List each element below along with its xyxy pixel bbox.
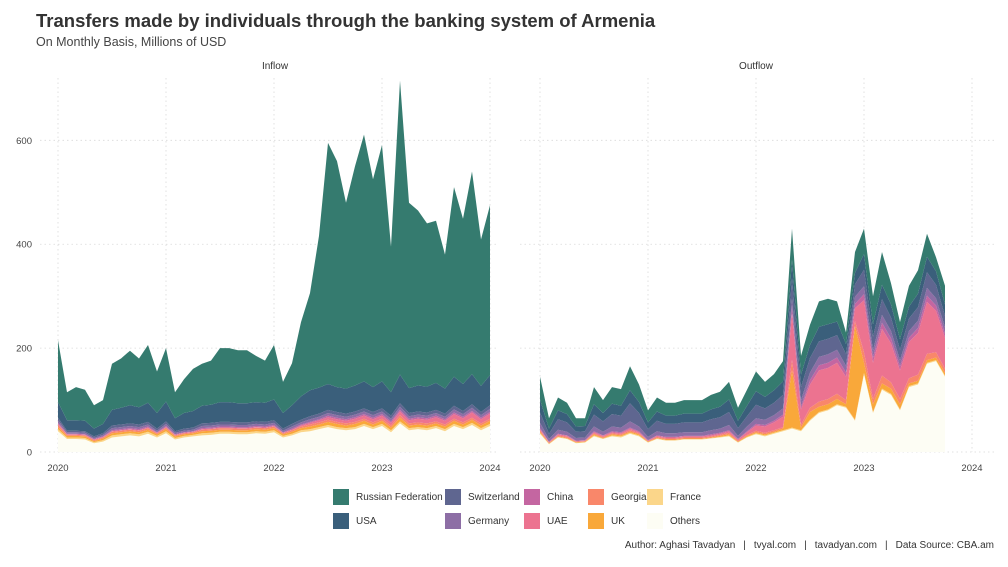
legend-item-france: France	[647, 489, 701, 505]
x-tick-label: 2020	[47, 463, 68, 474]
legend-label: Germany	[468, 515, 510, 527]
legend-label: Switzerland	[468, 491, 520, 503]
area-russian-federation-inflow	[58, 80, 490, 429]
legend-swatch	[588, 513, 604, 529]
x-tick-label: 2022	[745, 463, 766, 474]
area-france-inflow	[58, 421, 490, 444]
x-tick-label: 2024	[961, 463, 982, 474]
legend-swatch	[524, 489, 540, 505]
legend-item-usa: USA	[333, 513, 377, 529]
y-tick-label: 600	[16, 136, 32, 147]
x-tick-label: 2023	[853, 463, 874, 474]
caption-author: Author: Aghasi Tavadyan	[624, 540, 736, 551]
legend-label: France	[670, 491, 702, 503]
y-tick-label: 400	[16, 240, 32, 251]
legend-label: Georgia	[611, 491, 647, 503]
caption: Author: Aghasi Tavadyan | tvyal.com | tavady…	[624, 540, 994, 551]
legend-label: Russian Federation	[356, 491, 443, 503]
legend-label: UK	[611, 515, 625, 527]
area-uk-inflow	[58, 417, 490, 443]
legend-item-others: Others	[647, 513, 700, 529]
caption-site2: tavadyan.com	[814, 540, 878, 551]
legend-item-germany: Germany	[445, 513, 509, 529]
panel-label: Outflow	[739, 61, 774, 72]
legend-item-russian-federation: Russian Federation	[333, 489, 443, 505]
legend-label: China	[547, 491, 574, 503]
legend-swatch	[333, 489, 349, 505]
x-tick-label: 2022	[263, 463, 284, 474]
area-others-outflow	[540, 361, 945, 452]
legend-item-china: China	[524, 489, 573, 505]
y-tick-label: 0	[27, 448, 32, 459]
legend-label: UAE	[547, 515, 568, 527]
caption-source: Data Source: CBA.am	[895, 540, 994, 551]
legend-item-georgia: Georgia	[588, 489, 647, 505]
chart-subtitle: On Monthly Basis, Millions of USD	[36, 35, 227, 49]
legend-swatch	[647, 513, 663, 529]
x-tick-label: 2021	[155, 463, 176, 474]
legend-swatch	[524, 513, 540, 529]
legend-item-switzerland: Switzerland	[445, 489, 520, 505]
legend-swatch	[588, 489, 604, 505]
legend-label: Others	[670, 515, 701, 527]
area-usa-inflow	[58, 374, 490, 437]
area-uae-inflow	[58, 411, 490, 441]
x-tick-label: 2023	[371, 463, 392, 474]
legend-swatch	[445, 513, 461, 529]
area-switzerland-inflow	[58, 403, 490, 438]
chart-title: Transfers made by individuals through th…	[36, 10, 656, 31]
panel-label: Inflow	[262, 61, 289, 72]
y-tick-label: 200	[16, 344, 32, 355]
legend-swatch	[647, 489, 663, 505]
x-tick-label: 2020	[529, 463, 550, 474]
area-others-inflow	[58, 423, 490, 452]
caption-site1: tvyal.com	[753, 540, 797, 551]
x-tick-label: 2021	[637, 463, 658, 474]
legend-item-uk: UK	[588, 513, 625, 529]
legend-swatch	[333, 513, 349, 529]
legend-item-uae: UAE	[524, 513, 568, 529]
x-tick-label: 2024	[479, 463, 500, 474]
legend-swatch	[445, 489, 461, 505]
area-georgia-inflow	[58, 415, 490, 442]
legend-label: USA	[356, 515, 377, 527]
